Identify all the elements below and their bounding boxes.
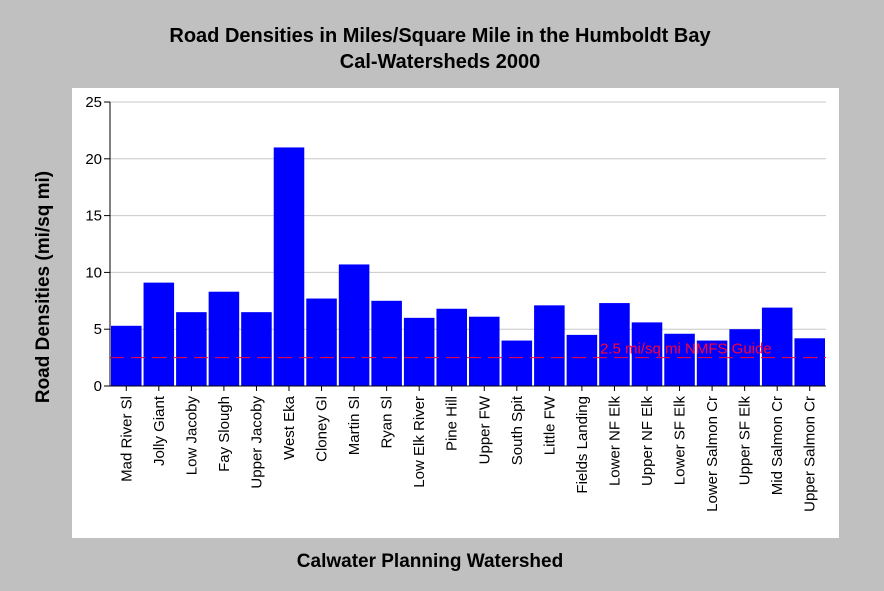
x-tick-label: Fay Slough [216,396,233,472]
bar [143,282,175,386]
reference-line-label: 2.5 mi/sq mi NMFS Guide [600,341,772,358]
bar [534,305,565,386]
x-axis-title: Calwater Planning Watershed [297,551,563,572]
x-tick-label: South Spit [509,395,526,465]
bar [176,312,207,386]
bar [794,338,825,386]
y-tick-label: 10 [85,264,102,281]
y-tick-label: 0 [94,378,102,395]
x-tick-label: Mad River Sl [118,396,135,482]
bar [338,264,370,386]
x-tick-label: Low Jacoby [183,396,200,476]
bar [599,303,630,386]
x-tick-label: Upper Jacoby [248,396,265,489]
x-tick-label: West Eka [281,395,298,460]
bar [566,334,598,386]
y-tick-label: 20 [85,151,102,168]
bar [273,147,305,386]
x-tick-label: Martin Sl [346,396,363,455]
y-axis-title: Road Densities (mi/sq mi) [33,171,54,403]
x-tick-label: Upper Salmon Cr [802,396,819,512]
x-tick-label: Little FW [541,395,558,455]
bar [208,291,240,386]
x-tick-label: Upper FW [476,395,493,464]
y-tick-label: 15 [85,208,102,225]
y-tick-label: 25 [85,94,102,111]
bar [436,308,467,386]
bar [501,340,533,386]
x-tick-label: Mid Salmon Cr [769,396,786,495]
axes [104,101,826,391]
bar [403,317,435,386]
bars [111,147,825,386]
x-tick-label: Lower Salmon Cr [704,396,721,512]
x-tick-label: Cloney Gl [314,396,331,462]
y-tick-label: 5 [94,321,102,338]
x-tick-label: Low Elk River [411,396,428,488]
bar [469,316,500,386]
x-tick-label: Upper SF Elk [737,396,754,486]
x-tick-label: Fields Landing [574,396,591,494]
bar [241,312,272,386]
x-tick-label: Jolly Giant [151,395,168,466]
x-tick-label: Lower NF Elk [606,396,623,487]
chart-title: Road Densities in Miles/Square Mile in t… [169,25,711,47]
reference-line-group: 2.5 mi/sq mi NMFS Guide [110,341,826,359]
x-tick-label: Pine Hill [444,396,461,451]
bar [696,340,728,386]
bar [306,298,337,386]
y-tick-labels: 0 5 10 15 20 25 [85,94,102,395]
bar [111,325,142,386]
bar [664,333,695,386]
x-tick-label: Ryan Sl [379,396,396,449]
bar [761,307,793,386]
chart-subtitle: Cal-Watersheds 2000 [340,51,540,73]
x-tick-label: Upper NF Elk [639,396,656,487]
bar [371,300,402,386]
x-tick-labels: Mad River Sl Jolly Giant Low Jacoby Fay Slo… [118,395,818,512]
bar [631,322,663,386]
x-tick-label: Lower SF Elk [672,396,689,486]
